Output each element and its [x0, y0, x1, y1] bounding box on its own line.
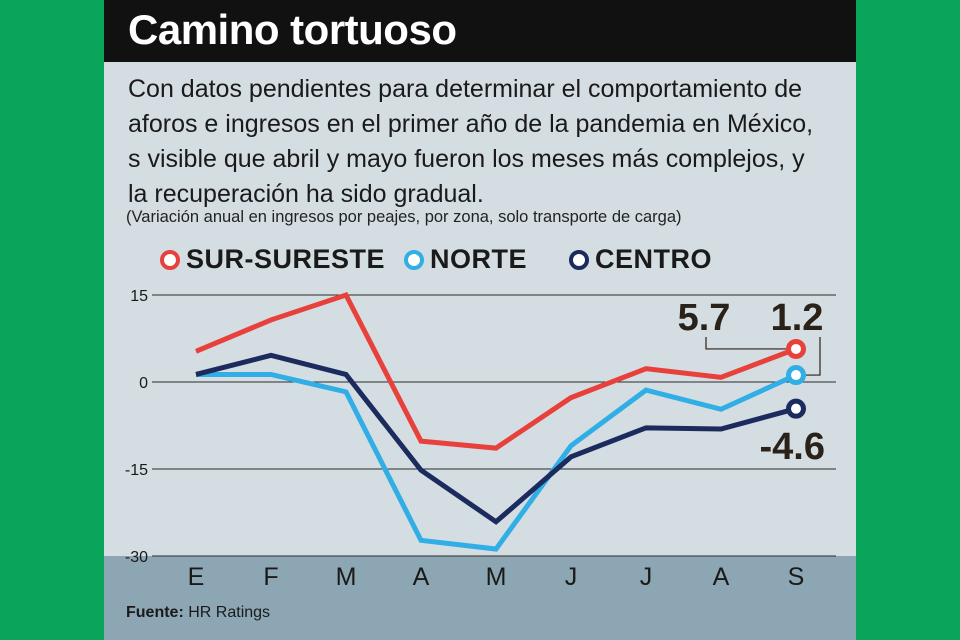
legend-marker-norte [404, 249, 424, 270]
x-category-label: J [565, 563, 578, 591]
legend-marker-centro [569, 249, 589, 270]
x-category-label: A [713, 563, 730, 591]
x-category-label: M [486, 563, 507, 591]
end-marker-norte [786, 365, 806, 386]
end-label-sur: 5.7 [678, 297, 731, 339]
x-category-label: S [788, 563, 805, 591]
x-category-label: F [263, 563, 278, 591]
y-tick-labels: 15 0 -15 -30 [125, 288, 148, 566]
grid-lines [152, 294, 836, 557]
legend-item-centro: CENTRO [569, 244, 712, 275]
end-marker-centro [786, 398, 806, 419]
y-tick-label: 0 [139, 375, 148, 392]
chart-title: Camino tortuoso [128, 6, 457, 53]
end-markers [786, 338, 806, 419]
line-norte [196, 371, 798, 552]
chart-legend: SUR-SURESTE NORTE CENTRO [104, 244, 856, 274]
title-bar: Camino tortuoso [104, 0, 856, 62]
end-label-norte: 1.2 [771, 297, 824, 339]
source-text: HR Ratings [188, 604, 271, 621]
label-leaders [705, 337, 821, 376]
footer-band [104, 556, 856, 640]
leader-norte [806, 337, 821, 376]
end-value-labels: 5.7 1.2 -4.6 [678, 297, 825, 468]
end-marker-sur [786, 338, 806, 359]
legend-item-norte: NORTE [404, 244, 527, 275]
line-centro [195, 352, 797, 525]
x-category-label: M [336, 563, 357, 591]
legend-label-centro: CENTRO [595, 244, 712, 274]
y-tick-label: -15 [125, 462, 148, 479]
line-chart: 15 0 -15 -30 E F M A M J J A S 5.7 1.2 -4.6 [125, 288, 836, 591]
y-tick-label: -30 [125, 549, 148, 566]
source-line: Fuente: HR Ratings [126, 604, 270, 622]
legend-label-sur: SUR-SURESTE [186, 244, 386, 274]
x-category-label: E [188, 563, 205, 591]
source-label: Fuente: [126, 604, 184, 621]
end-label-centro: -4.6 [760, 426, 825, 468]
x-category-label: A [413, 563, 430, 591]
series-lines [195, 291, 798, 552]
x-category-label: J [640, 563, 653, 591]
legend-label-norte: NORTE [430, 244, 527, 274]
leader-sur [705, 337, 786, 350]
chart-note: (Variación anual en ingresos por peajes,… [126, 208, 682, 226]
infographic-panel: Camino tortuoso Con datos pendientes par… [104, 0, 856, 640]
chart-subtitle: Con datos pendientes para determinar el … [128, 75, 814, 208]
legend-marker-sur [160, 249, 180, 270]
y-tick-label: 15 [130, 288, 148, 305]
line-sur-sureste [195, 291, 797, 451]
legend-item-sur-sureste: SUR-SURESTE [160, 244, 385, 275]
